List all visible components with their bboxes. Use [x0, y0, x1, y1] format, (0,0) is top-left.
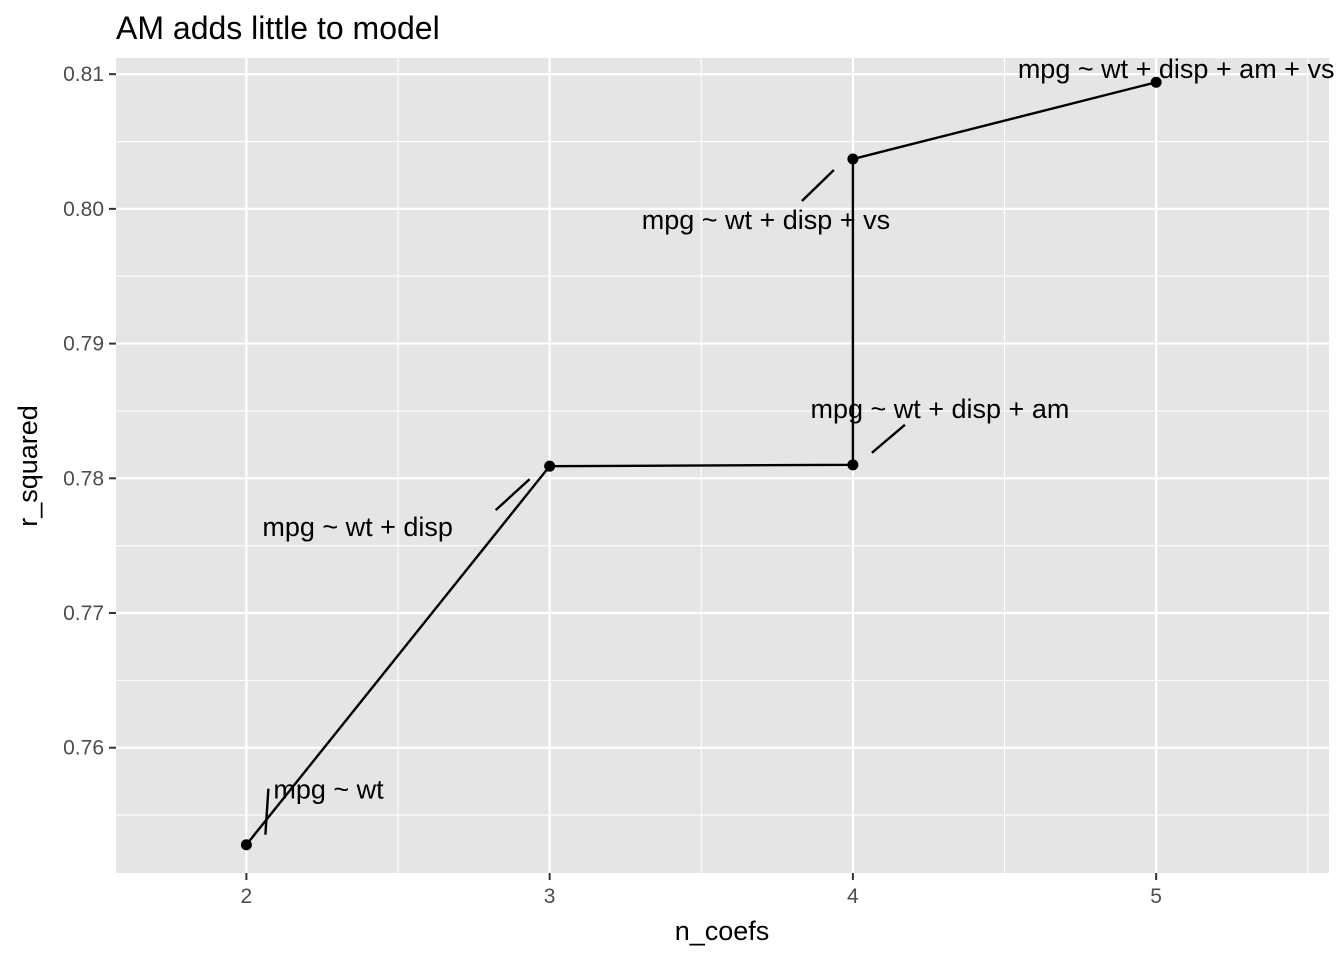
point-label: mpg ~ wt + disp + am + vs: [1018, 54, 1335, 84]
y-tick-label: 0.78: [63, 467, 104, 490]
point-label: mpg ~ wt: [273, 775, 384, 805]
annotation-segment: [264, 788, 270, 835]
data-points: [240, 76, 1162, 851]
data-point: [544, 460, 556, 472]
y-axis-title: r_squared: [13, 405, 43, 527]
x-tick-label: 3: [544, 885, 556, 908]
x-axis: 2 3 4 5: [241, 873, 1162, 908]
point-label: mpg ~ wt + disp + am: [810, 394, 1069, 424]
annotation-segment: [871, 423, 906, 454]
data-point: [1150, 76, 1162, 88]
major-gridlines: [116, 58, 1329, 873]
annotation-segment: [494, 478, 531, 512]
point-label: mpg ~ wt + disp: [262, 512, 453, 542]
point-label: mpg ~ wt + disp + vs: [642, 205, 890, 235]
x-tick-label: 2: [241, 885, 253, 908]
data-point: [240, 839, 252, 851]
x-axis-title: n_coefs: [675, 916, 770, 946]
y-tick-label: 0.80: [63, 198, 104, 221]
x-tick-label: 4: [847, 885, 859, 908]
data-point: [847, 459, 859, 471]
annotation-segment: [801, 169, 835, 202]
y-axis: 0.76 0.77 0.78 0.79 0.80 0.81: [63, 63, 116, 760]
y-tick-label: 0.76: [63, 737, 104, 760]
y-tick-label: 0.79: [63, 333, 104, 356]
x-tick-label: 5: [1150, 885, 1162, 908]
annotations: mpg ~ wt mpg ~ wt + disp mpg ~ wt + disp +…: [262, 54, 1335, 835]
y-tick-label: 0.77: [63, 602, 104, 625]
y-tick-label: 0.81: [63, 63, 104, 86]
data-point: [847, 153, 859, 165]
chart-title: AM adds little to model: [116, 10, 440, 46]
